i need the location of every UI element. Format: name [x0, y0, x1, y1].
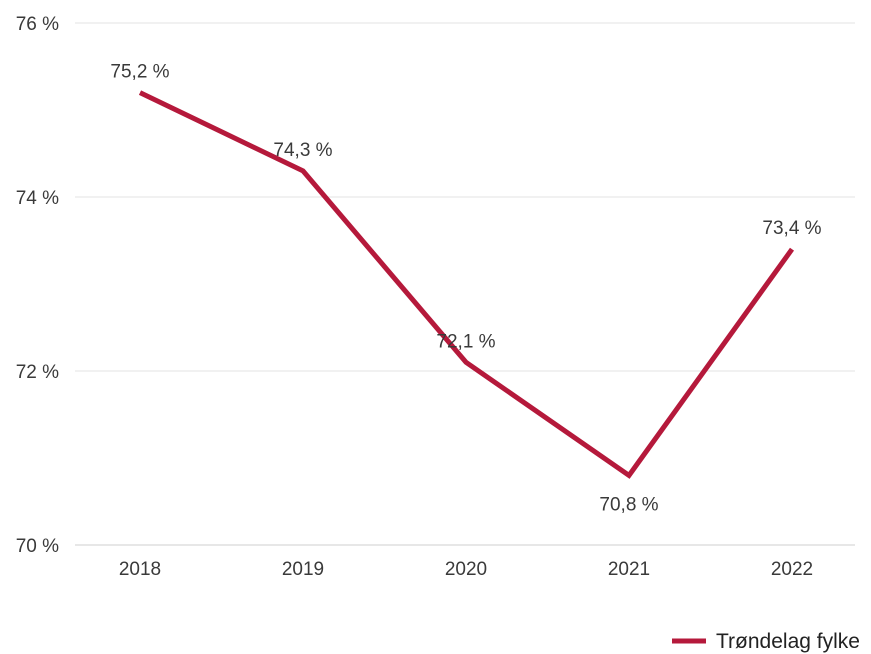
x-tick-label: 2022 [771, 559, 813, 580]
y-tick-label: 70 % [16, 536, 59, 557]
y-tick-label: 76 % [16, 14, 59, 35]
gridlines [75, 22, 855, 546]
data-label: 70,8 % [599, 494, 658, 515]
data-label: 74,3 % [273, 140, 332, 161]
data-labels: 75,2 % 74,3 % 72,1 % 70,8 % 73,4 % [110, 62, 821, 516]
legend: Trøndelag fylke [672, 630, 860, 653]
data-label: 75,2 % [110, 62, 169, 83]
data-label: 73,4 % [762, 218, 821, 239]
y-axis-ticks: 70 % 72 % 74 % 76 % [16, 14, 59, 557]
series-line [138, 90, 795, 479]
y-tick-label: 72 % [16, 362, 59, 383]
x-tick-label: 2019 [282, 559, 324, 580]
y-tick-label: 74 % [16, 188, 59, 209]
x-axis-ticks: 2018 2019 2020 2021 2022 [119, 559, 813, 580]
x-tick-label: 2018 [119, 559, 161, 580]
series-group [138, 90, 795, 479]
legend-label: Trøndelag fylke [716, 630, 860, 653]
data-label: 72,1 % [436, 331, 495, 352]
x-tick-label: 2020 [445, 559, 487, 580]
x-tick-label: 2021 [608, 559, 650, 580]
